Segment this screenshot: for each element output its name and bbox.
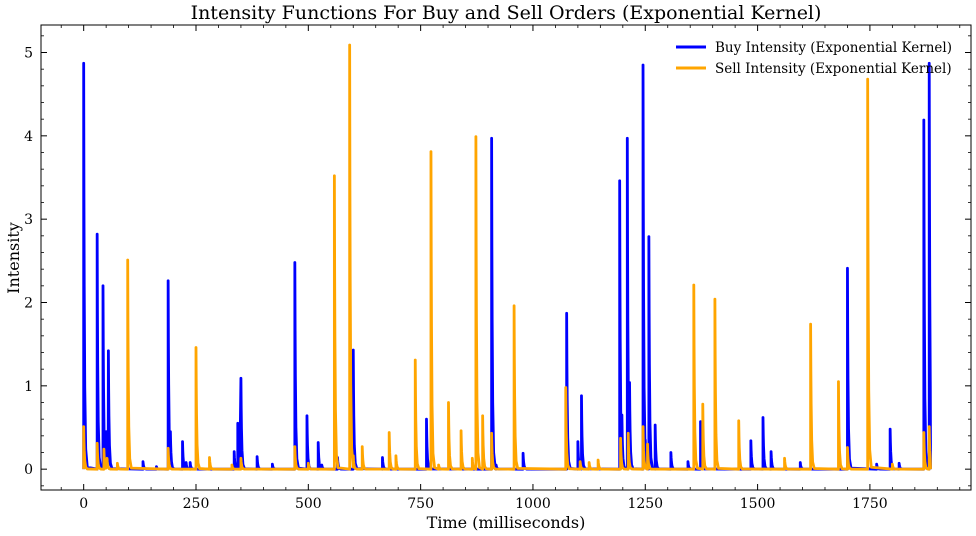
y-tick-label: 4 [24, 129, 33, 145]
legend-buy-label: Buy Intensity (Exponential Kernel) [715, 40, 952, 56]
y-axis-label: Intensity [4, 222, 23, 294]
x-tick-label: 1500 [740, 496, 776, 512]
y-tick-label: 3 [24, 212, 33, 228]
series-line-buy [82, 61, 932, 471]
x-axis-label: Time (milliseconds) [427, 513, 586, 532]
x-tick-label: 250 [183, 496, 210, 512]
x-tick-label: 1250 [627, 496, 663, 512]
x-tick-label: 750 [407, 496, 434, 512]
y-tick-label: 2 [24, 296, 33, 312]
legend-sell-label: Sell Intensity (Exponential Kernel) [715, 61, 952, 77]
axis-ticks: 0 250 500 750 1000 1250 1500 1750 0 1 2 3 4 5 [24, 25, 971, 512]
x-tick-label: 1000 [515, 496, 551, 512]
chart-title: Intensity Functions For Buy and Sell Ord… [191, 2, 822, 24]
plot-area [82, 43, 932, 471]
axes-frame [40, 24, 972, 491]
x-tick-label: 0 [79, 496, 88, 512]
y-tick-label: 1 [24, 379, 33, 395]
x-tick-label: 1750 [852, 496, 888, 512]
y-tick-label: 5 [24, 46, 33, 62]
x-tick-label: 500 [295, 496, 322, 512]
legend: Buy Intensity (Exponential Kernel) Sell … [676, 40, 952, 77]
y-tick-label: 0 [24, 462, 33, 478]
series-line-sell [82, 43, 932, 471]
